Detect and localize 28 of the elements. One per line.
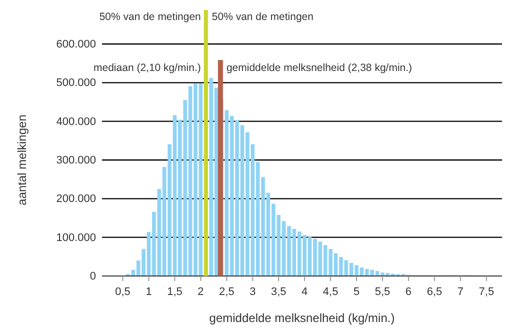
y-tick-label: 300.000 xyxy=(56,154,96,167)
y-tick-label: 500.000 xyxy=(56,77,96,90)
text: 50% van de metingen xyxy=(99,11,202,23)
y-tick-label: 100.000 xyxy=(56,232,96,244)
x-tick-label: 0,5 xyxy=(115,286,130,298)
x-tick-label: 5 xyxy=(353,286,360,298)
x-tick-label: 4,5 xyxy=(322,286,338,298)
x-tick-label: 6 xyxy=(405,286,412,298)
y-tick-label: 600.000 xyxy=(56,38,96,51)
ref-line-label: gemiddelde melksnelheid (2,38 kg/min.) xyxy=(226,62,412,74)
x-tick-label: 1,5 xyxy=(167,286,182,298)
x-tick-label: 5,5 xyxy=(374,286,390,298)
x-tick-label: 1 xyxy=(146,286,152,298)
x-tick-label: 3,5 xyxy=(270,286,286,298)
x-tick-label: 3 xyxy=(250,286,256,298)
ref-line-label: mediaan (2,10 kg/min.) xyxy=(94,62,201,74)
x-tick-label: 6,5 xyxy=(426,286,442,298)
x-tick-label: 7 xyxy=(457,286,464,298)
y-tick-label: 0 xyxy=(90,270,96,283)
y-axis-title: aantal melkingen xyxy=(15,114,29,206)
y-tick-label: 400.000 xyxy=(56,116,96,128)
text: 50% van de metingen xyxy=(212,11,314,23)
x-tick-label: 2 xyxy=(198,286,204,298)
x-tick-label: 2,5 xyxy=(219,286,234,298)
x-tick-label: 7,5 xyxy=(478,286,494,298)
x-tick-label: 4 xyxy=(302,286,308,298)
x-axis-title: gemiddelde melksnelheid (kg/min.) xyxy=(209,311,395,325)
y-tick-label: 200.000 xyxy=(56,193,96,206)
